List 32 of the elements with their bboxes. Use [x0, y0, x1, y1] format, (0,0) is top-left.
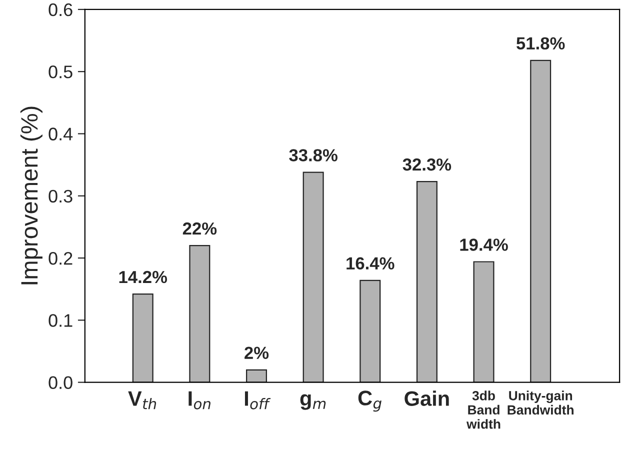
data-label: 19.4% [460, 238, 508, 251]
y-tick-label: 0.2 [48, 252, 72, 265]
y-tick-label: 0.5 [48, 66, 72, 78]
y-tick-label: 0.3 [48, 190, 72, 203]
x-tick-label: I$_{on}$ [188, 391, 210, 410]
data-label: 32.3% [402, 158, 452, 171]
x-tick-label: g$_{m}$ [300, 394, 326, 410]
y-axis-title: Improvement (%) [20, 106, 42, 284]
bar [302, 172, 324, 382]
x-tick-label: V$_{th}$ [128, 391, 156, 410]
x-tick-label: Gain [404, 390, 449, 406]
data-label: 2% [244, 346, 269, 359]
bar [132, 294, 154, 382]
y-tick-label: 0.1 [48, 314, 72, 327]
data-label: 22% [182, 222, 217, 235]
bar [189, 245, 210, 382]
x-tick-label: Unity-gain Bandwidth [508, 390, 574, 415]
bar [416, 181, 438, 382]
bar [246, 369, 267, 382]
data-label: 14.2% [119, 270, 168, 284]
y-tick-label: 0.4 [48, 128, 73, 140]
y-tick-label: 0.6 [48, 3, 72, 16]
data-label: 33.8% [289, 149, 338, 162]
bar [360, 280, 381, 382]
x-tick-label: I$_{off}$ [244, 391, 271, 410]
data-label: 16.4% [346, 257, 394, 270]
bar [473, 261, 494, 382]
x-tick-label: 3db Band width [466, 390, 500, 429]
bar [530, 60, 552, 382]
x-tick-label: C$_{g}$ [358, 390, 382, 412]
data-label: 51.8% [516, 37, 565, 50]
y-tick-label: 0.0 [48, 376, 72, 390]
